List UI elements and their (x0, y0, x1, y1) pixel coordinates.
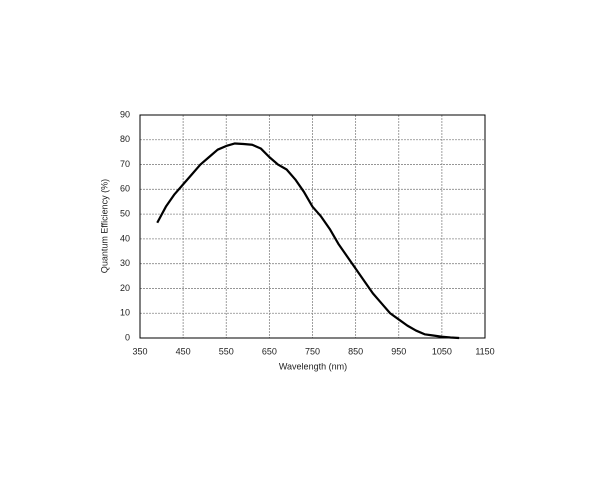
y-axis-label: Quantum Efficiency (%) (99, 179, 109, 273)
y-tick-label: 40 (120, 233, 130, 243)
plot-border (139, 114, 486, 339)
y-tick-label: 30 (120, 258, 130, 268)
y-tick-label: 0 (125, 332, 130, 342)
y-tick-label: 20 (120, 283, 130, 293)
x-tick-label: 1050 (432, 346, 452, 356)
x-tick-label: 650 (262, 346, 277, 356)
x-tick-label: 1150 (475, 346, 494, 356)
y-tick-label: 60 (120, 184, 130, 194)
y-tick-label: 70 (120, 159, 130, 169)
y-tick-label: 90 (120, 109, 130, 119)
y-tick-label: 10 (120, 308, 130, 318)
x-tick-label: 550 (219, 346, 234, 356)
data-line (156, 142, 460, 340)
y-tick-label: 50 (120, 208, 130, 218)
x-axis-label: Wavelength (nm) (279, 361, 347, 371)
x-tick-label: 450 (176, 346, 191, 356)
x-tick-label: 950 (391, 346, 406, 356)
y-tick-label: 80 (120, 134, 130, 144)
x-tick-label: 350 (132, 346, 147, 356)
x-tick-label: 850 (348, 346, 363, 356)
x-tick-label: 750 (305, 346, 320, 356)
